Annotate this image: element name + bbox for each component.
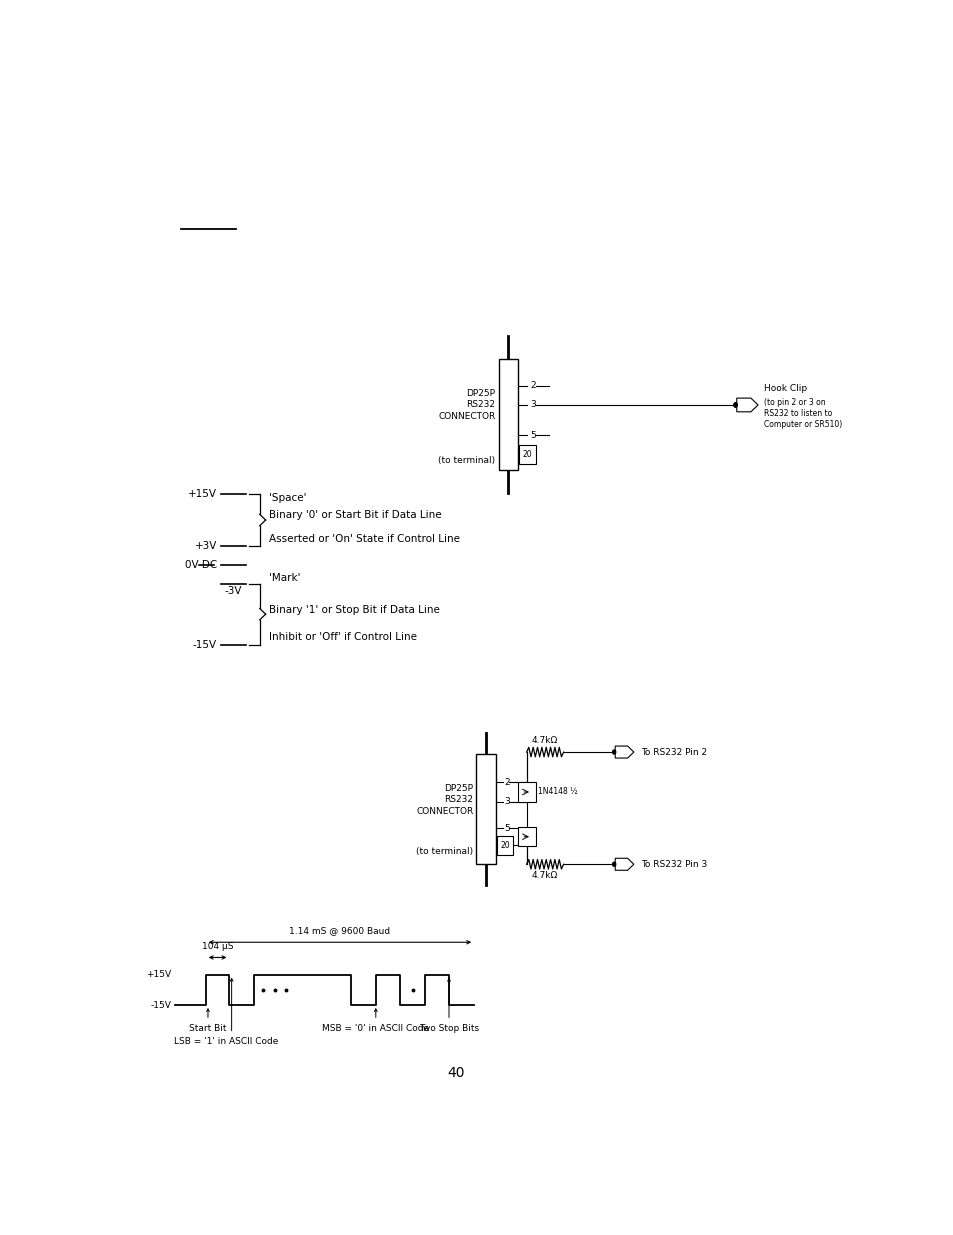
Text: RS232: RS232	[444, 795, 473, 804]
Text: (to terminal): (to terminal)	[416, 847, 473, 856]
Text: Binary '0' or Start Bit if Data Line: Binary '0' or Start Bit if Data Line	[269, 510, 441, 520]
Text: 4.7kΩ: 4.7kΩ	[532, 736, 558, 745]
Text: 0V DC: 0V DC	[184, 559, 216, 569]
Text: CONNECTOR: CONNECTOR	[416, 806, 473, 815]
Text: 2: 2	[530, 382, 536, 390]
Text: RS232 to listen to: RS232 to listen to	[763, 409, 831, 417]
Text: 'Space': 'Space'	[269, 493, 307, 503]
Text: LSB = '1' in ASCII Code: LSB = '1' in ASCII Code	[173, 1037, 277, 1046]
Polygon shape	[615, 746, 633, 758]
Text: To RS232 Pin 2: To RS232 Pin 2	[640, 747, 706, 757]
Bar	[497, 836, 513, 855]
Bar	[476, 753, 495, 864]
Text: 1.14 mS @ 9600 Baud: 1.14 mS @ 9600 Baud	[289, 926, 390, 936]
Bar	[517, 783, 535, 802]
Text: 4.7kΩ: 4.7kΩ	[532, 871, 558, 881]
Text: Inhibit or 'Off' if Control Line: Inhibit or 'Off' if Control Line	[269, 632, 416, 642]
Text: CONNECTOR: CONNECTOR	[437, 411, 495, 421]
Text: -15V: -15V	[150, 1000, 171, 1009]
Text: Binary '1' or Stop Bit if Data Line: Binary '1' or Stop Bit if Data Line	[269, 605, 439, 615]
Bar	[518, 445, 535, 464]
Text: 40: 40	[446, 1066, 464, 1079]
Text: Two Stop Bits: Two Stop Bits	[418, 1024, 478, 1032]
Text: 5: 5	[530, 431, 536, 440]
Text: 104 µS: 104 µS	[202, 942, 233, 951]
Polygon shape	[615, 858, 633, 871]
Text: Hook Clip: Hook Clip	[763, 384, 806, 393]
Text: DP25P: DP25P	[466, 389, 495, 398]
Text: 20: 20	[522, 450, 532, 459]
Text: RS232: RS232	[466, 400, 495, 410]
Text: (to pin 2 or 3 on: (to pin 2 or 3 on	[763, 398, 824, 406]
Bar	[517, 827, 535, 846]
Text: -15V: -15V	[193, 640, 216, 650]
Text: DP25P: DP25P	[444, 784, 473, 793]
Text: 2: 2	[504, 778, 510, 787]
Text: +3V: +3V	[194, 541, 216, 551]
Text: 'Mark': 'Mark'	[269, 573, 300, 583]
Circle shape	[612, 862, 615, 866]
Text: 1N4148 ½: 1N4148 ½	[537, 788, 577, 797]
Text: 5: 5	[504, 824, 510, 832]
Polygon shape	[736, 398, 758, 411]
Text: +15V: +15V	[188, 489, 216, 499]
Text: +15V: +15V	[146, 969, 171, 979]
Text: To RS232 Pin 3: To RS232 Pin 3	[640, 860, 707, 868]
Text: 20: 20	[500, 841, 510, 850]
Text: -3V: -3V	[224, 587, 241, 597]
Circle shape	[612, 750, 615, 755]
Text: 3: 3	[530, 400, 536, 410]
Text: (to terminal): (to terminal)	[438, 456, 495, 464]
Text: Asserted or 'On' State if Control Line: Asserted or 'On' State if Control Line	[269, 534, 460, 545]
Bar	[498, 359, 517, 469]
Text: Computer or SR510): Computer or SR510)	[763, 420, 841, 430]
Text: MSB = '0' in ASCII Code: MSB = '0' in ASCII Code	[322, 1024, 429, 1032]
Circle shape	[733, 403, 737, 408]
Text: Start Bit: Start Bit	[189, 1024, 227, 1032]
Text: 3: 3	[504, 797, 510, 806]
